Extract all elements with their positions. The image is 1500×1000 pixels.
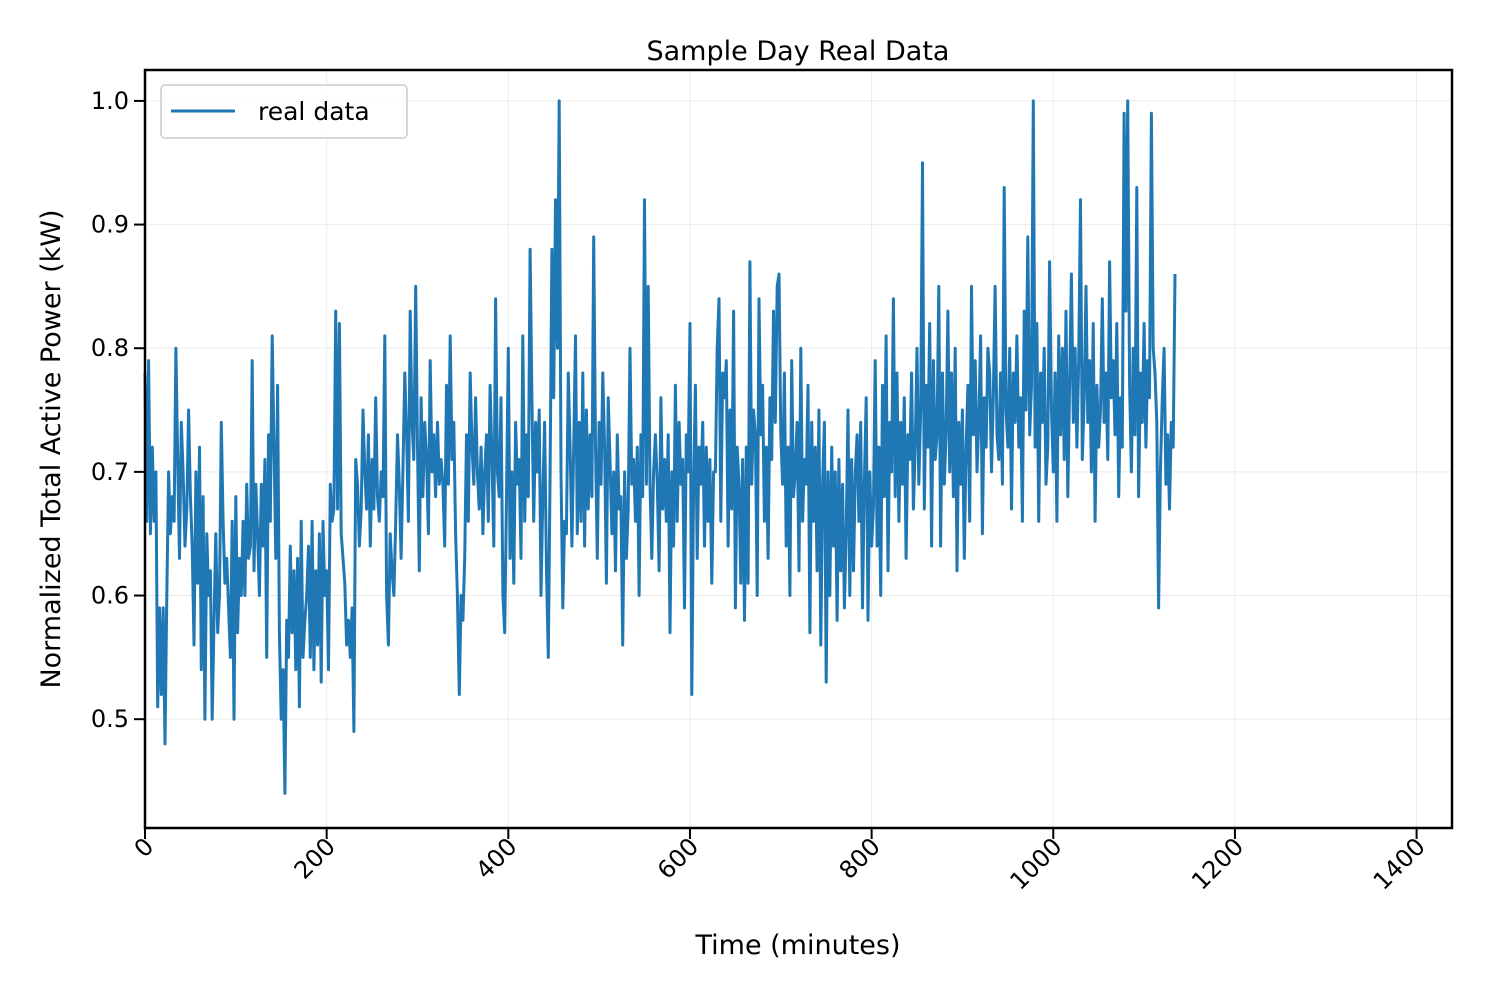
y-axis-label: Normalized Total Active Power (kW): [36, 209, 67, 688]
y-tick-label: 1.0: [91, 87, 129, 115]
y-axis-ticks: 0.5 0.6 0.7 0.8 0.9 1.0: [91, 87, 145, 733]
legend: real data: [160, 84, 408, 139]
y-tick-label: 0.5: [91, 705, 129, 733]
legend-label-real-data: real data: [258, 97, 370, 126]
y-tick-label: 0.7: [91, 458, 129, 486]
y-tick-label: 0.8: [91, 334, 129, 362]
chart-title: Sample Day Real Data: [647, 36, 950, 67]
y-tick-label: 0.6: [91, 582, 129, 610]
plot-frame: [143, 68, 1454, 830]
x-axis-label: Time (minutes): [694, 930, 900, 961]
series-line-real-data: [143, 99, 1177, 795]
y-tick-label: 0.9: [91, 211, 129, 239]
legend-box: [160, 84, 408, 139]
